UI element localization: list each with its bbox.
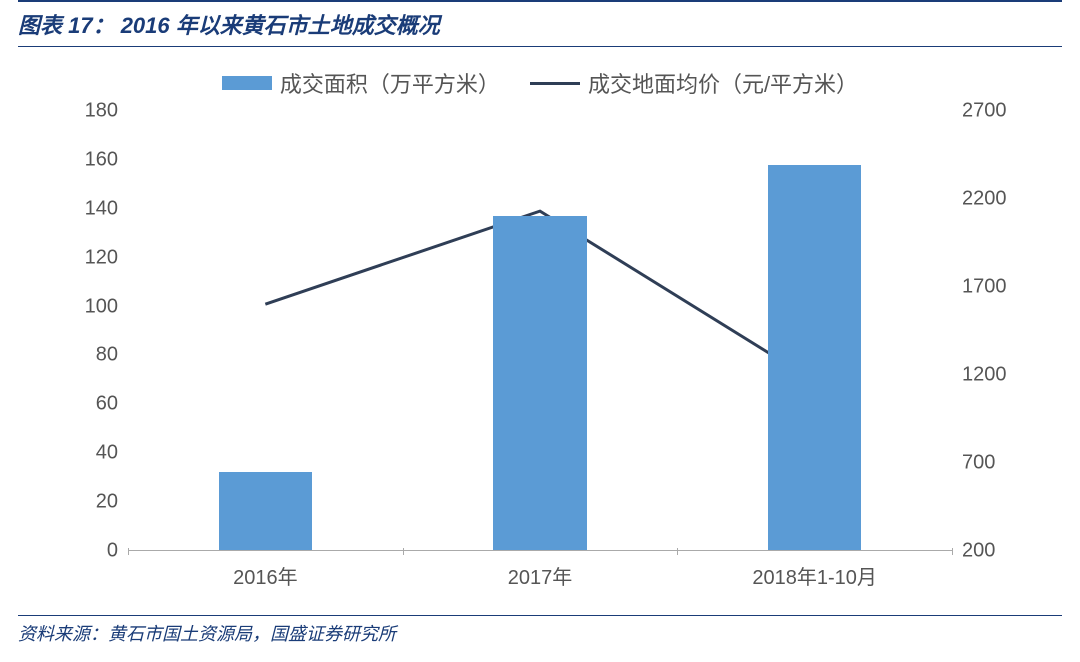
x-axis: 2016年 2017年 2018年1-10月 <box>128 555 952 591</box>
plot-inner <box>128 111 952 551</box>
legend-item-bar: 成交面积（万平方米） <box>222 67 500 99</box>
y-right-tick: 200 <box>962 540 1022 563</box>
x-label: 2016年 <box>233 561 298 590</box>
y-right-axis: 2007001200170022002700 <box>962 111 1022 551</box>
x-tick <box>952 548 953 555</box>
chart-area: 成交面积（万平方米） 成交地面均价（元/平方米） 0 20 40 60 80 100 120… <box>18 55 1062 615</box>
legend-label-bar: 成交面积（万平方米） <box>280 67 500 99</box>
y-left-axis: 020406080100120140160180 <box>58 111 118 551</box>
x-label: 2017年 <box>508 561 573 590</box>
x-tick <box>403 548 404 555</box>
y-left-tick: 100 <box>58 295 118 318</box>
x-tick <box>677 548 678 555</box>
x-tick <box>128 548 129 555</box>
bar <box>768 165 861 550</box>
y-right-tick: 1200 <box>962 364 1022 387</box>
y-left-tick: 40 <box>58 442 118 465</box>
y-left-tick: 20 <box>58 491 118 514</box>
y-left-tick: 160 <box>58 148 118 171</box>
bar <box>219 472 312 550</box>
y-left-tick: 120 <box>58 246 118 269</box>
legend-swatch-line <box>530 82 580 85</box>
chart-title: 图表 17： 2016 年以来黄石市土地成交概况 <box>18 13 440 38</box>
y-right-tick: 1700 <box>962 276 1022 299</box>
y-right-tick: 700 <box>962 452 1022 475</box>
legend-label-line: 成交地面均价（元/平方米） <box>588 67 858 99</box>
y-left-tick: 0 <box>58 540 118 563</box>
footer-text: 资料来源：黄石市国土资源局，国盛证券研究所 <box>18 624 396 644</box>
footer-source: 资料来源：黄石市国土资源局，国盛证券研究所 <box>18 615 1062 646</box>
y-left-tick: 140 <box>58 197 118 220</box>
y-left-tick: 60 <box>58 393 118 416</box>
y-left-tick: 80 <box>58 344 118 367</box>
bar <box>493 216 586 550</box>
legend-item-line: 成交地面均价（元/平方米） <box>530 67 858 99</box>
chart-title-bar: 图表 17： 2016 年以来黄石市土地成交概况 <box>18 0 1062 47</box>
x-label: 2018年1-10月 <box>752 561 877 590</box>
legend: 成交面积（万平方米） 成交地面均价（元/平方米） <box>18 67 1062 99</box>
y-right-tick: 2700 <box>962 100 1022 123</box>
y-right-tick: 2200 <box>962 188 1022 211</box>
y-left-tick: 180 <box>58 100 118 123</box>
legend-swatch-bar <box>222 76 272 90</box>
plot: 020406080100120140160180 200700120017002… <box>58 111 1022 591</box>
